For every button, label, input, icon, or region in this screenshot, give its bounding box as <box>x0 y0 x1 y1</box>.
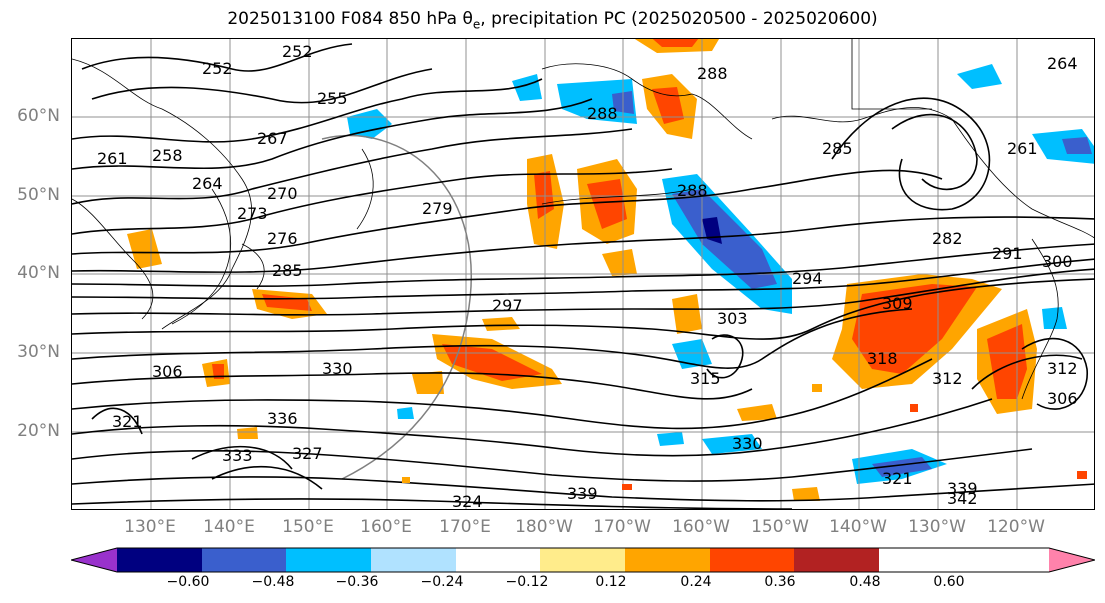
contour-label: 309 <box>882 294 913 313</box>
lon-label-180w: 180°W <box>515 517 573 537</box>
map-panel: 252 252 255 258 261 264 267 270 273 276 … <box>71 38 1095 510</box>
contour-label: 261 <box>97 149 128 168</box>
lon-label-170e: 170°E <box>439 517 491 537</box>
contour-label: 270 <box>267 184 298 203</box>
colorbar-tick: 0.36 <box>764 574 796 590</box>
lon-label-160e: 160°E <box>360 517 412 537</box>
colorbar-segment <box>625 548 710 572</box>
contour-label: 330 <box>322 359 353 378</box>
contour-label: 327 <box>292 444 323 463</box>
lon-label-130e: 130°E <box>124 517 176 537</box>
contour-label: 333 <box>222 446 253 465</box>
lat-label-50n: 50°N <box>17 185 60 205</box>
colorbar-segment <box>710 548 794 572</box>
colorbar-segments <box>71 548 1095 572</box>
contour-label: 288 <box>697 64 728 83</box>
lon-label-150w: 150°W <box>751 517 809 537</box>
title-theta: θ <box>462 9 473 29</box>
contour-label: 339 <box>947 479 978 498</box>
lat-label-20n: 20°N <box>17 421 60 441</box>
colorbar-tick: 0.48 <box>849 574 881 590</box>
map-title: 2025013100 F084 850 hPa θe, precipitatio… <box>0 9 1105 31</box>
title-suffix: , precipitation PC (2025020500 - 2025020… <box>480 9 878 29</box>
contour-label: 276 <box>267 229 298 248</box>
colorbar <box>71 547 1095 573</box>
colorbar-tick: −0.36 <box>335 574 379 590</box>
coastlines <box>72 39 1094 400</box>
colorbar-tick: 0.60 <box>933 574 965 590</box>
contour-label: 285 <box>272 261 303 280</box>
contour-label: 306 <box>1047 389 1078 408</box>
contour-label: 321 <box>882 469 913 488</box>
contour-label: 318 <box>867 349 898 368</box>
contour-label: 312 <box>1047 359 1078 378</box>
lon-label-120w: 120°W <box>987 517 1045 537</box>
small-precip-dots <box>402 384 1087 490</box>
contour-label: 342 <box>947 489 978 508</box>
contour-label: 297 <box>492 296 523 315</box>
contour-label: 324 <box>452 492 483 510</box>
contour-labels: 252 252 255 258 261 264 267 270 273 276 … <box>97 42 1078 510</box>
colorbar-segment <box>286 548 371 572</box>
contour-label: 282 <box>932 229 963 248</box>
colorbar-outline <box>71 547 1095 573</box>
colorbar-segment <box>117 548 202 572</box>
contour-label: 315 <box>690 369 721 388</box>
contour-label: 303 <box>717 309 748 328</box>
contour-label: 288 <box>587 104 618 123</box>
lon-label-140w: 140°W <box>829 517 887 537</box>
contour-label: 291 <box>992 244 1023 263</box>
contour-label: 273 <box>237 204 268 223</box>
contour-label: 285 <box>822 139 853 158</box>
colorbar-segment <box>371 548 456 572</box>
colorbar-tick: 0.24 <box>680 574 712 590</box>
contour-label: 264 <box>1047 54 1078 73</box>
contour-label: 252 <box>202 59 233 78</box>
contour-label: 321 <box>112 412 143 431</box>
colorbar-tick: −0.60 <box>166 574 210 590</box>
contour-label: 306 <box>152 362 183 381</box>
contour-label: 300 <box>1042 252 1073 271</box>
contour-label: 255 <box>317 89 348 108</box>
title-theta-sub: e <box>472 17 481 32</box>
lat-label-40n: 40°N <box>17 263 60 283</box>
colorbar-segment <box>456 548 540 572</box>
lon-label-140e: 140°E <box>203 517 255 537</box>
contour-label: 267 <box>257 129 288 148</box>
theta-e-contours <box>72 43 1094 509</box>
colorbar-segment <box>202 548 286 572</box>
colorbar-tick: 0.12 <box>595 574 627 590</box>
contour-label: 264 <box>192 174 223 193</box>
contour-label: 288 <box>677 181 708 200</box>
colorbar-tick: −0.12 <box>505 574 549 590</box>
lat-label-30n: 30°N <box>17 342 60 362</box>
colorbar-segment <box>540 548 625 572</box>
colorbar-extend-high <box>1049 548 1095 572</box>
contour-label: 330 <box>732 434 763 453</box>
contour-label: 252 <box>282 42 313 61</box>
range-ring <box>321 134 472 480</box>
contour-label: 294 <box>792 269 823 288</box>
map-canvas: 252 252 255 258 261 264 267 270 273 276 … <box>72 39 1094 510</box>
contour-label: 258 <box>152 146 183 165</box>
contour-label: 339 <box>567 484 598 503</box>
colorbar-tick: −0.24 <box>420 574 464 590</box>
contour-label: 312 <box>932 369 963 388</box>
colorbar-extend-low <box>71 548 117 572</box>
contour-label: 279 <box>422 199 453 218</box>
colorbar-tick: −0.48 <box>251 574 295 590</box>
contour-label: 336 <box>267 409 298 428</box>
lon-label-130w: 130°W <box>908 517 966 537</box>
lon-label-150e: 150°E <box>282 517 334 537</box>
colorbar-segment <box>794 548 879 572</box>
lon-label-170w: 170°W <box>593 517 651 537</box>
contour-label: 261 <box>1007 139 1038 158</box>
title-prefix: 2025013100 F084 850 hPa <box>227 9 463 29</box>
lat-label-60n: 60°N <box>17 106 60 126</box>
lon-label-160w: 160°W <box>672 517 730 537</box>
